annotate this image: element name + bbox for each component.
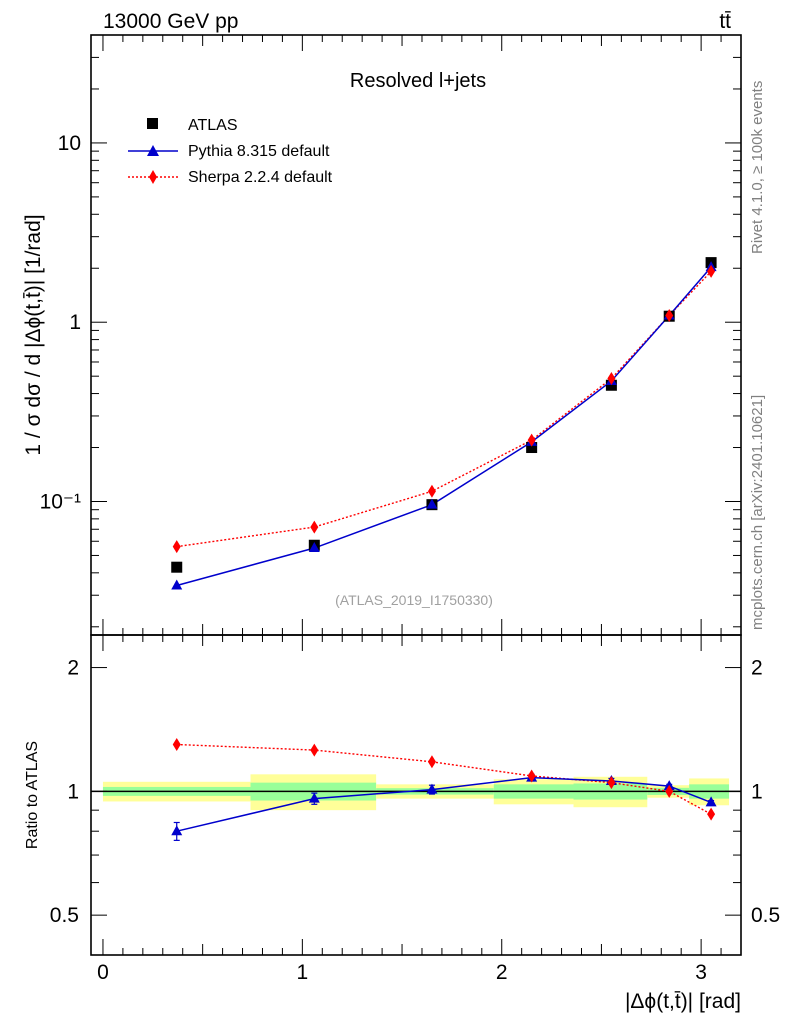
pythia-ratio-point [308, 792, 320, 803]
atlas-data-point [171, 561, 183, 573]
sherpa-point [707, 264, 716, 278]
atlas-data-point [526, 442, 538, 454]
ratio-y-tick-label: 1 [67, 780, 79, 803]
ratio-plot-panel: 0.5 0.5 1 1 2 2 0 1 2 3 Ratio to ATLAS |Δϕ(t,t̄)|… [24, 634, 780, 1013]
main-y-tick-label: 10⁻¹ [40, 490, 81, 513]
atlas-data-point [605, 379, 617, 391]
ratio-uncertainty-bands [91, 774, 741, 811]
legend-label-pythia: Pythia 8.315 default [188, 143, 330, 160]
x-tick-label: 1 [297, 961, 309, 984]
ratio-axis-ticks: 0.5 0.5 1 1 2 2 0 1 2 3 [50, 635, 780, 984]
sherpa-ratio-point [527, 769, 536, 783]
sherpa-point [427, 484, 436, 498]
x-tick-label: 0 [97, 961, 109, 984]
sherpa-line [176, 270, 712, 548]
main-axis-ticks: 10⁻¹ 1 10 [40, 34, 741, 635]
pythia-ratio-point [705, 796, 717, 807]
legend-marker-atlas [147, 118, 158, 129]
pythia-ratio-point [426, 783, 438, 794]
main-plot-panel: 10⁻¹ 1 10 Resolved l+jets (ATLAS_2019_I175… [22, 34, 742, 636]
sherpa-ratio-point [172, 737, 181, 751]
pythia-ratio-point [171, 825, 183, 836]
ratio-plot-series [171, 737, 717, 841]
mcplots-reference-note: mcplots.cern.ch [arXiv:2401.10621] [749, 395, 766, 630]
legend-label-sherpa: Sherpa 2.2.4 default [188, 169, 333, 186]
x-tick-label: 3 [695, 961, 707, 984]
ratio-y-tick-label-right: 0.5 [751, 904, 780, 927]
legend-marker-sherpa [149, 170, 157, 184]
energy-label: 13000 GeV pp [103, 10, 238, 33]
sherpa-point [527, 433, 536, 447]
sherpa-point [607, 372, 616, 386]
ratio-y-tick-label-right: 1 [751, 780, 763, 803]
ratio-y-tick-label-right: 2 [751, 657, 763, 680]
sherpa-ratio-point [607, 776, 616, 790]
sherpa-ratio-point [707, 807, 716, 821]
sherpa-point [310, 520, 319, 534]
process-label: tt̄ [719, 10, 731, 33]
pythia-point [426, 498, 438, 509]
pythia-line [176, 266, 712, 587]
analysis-watermark: (ATLAS_2019_I1750330) [335, 592, 493, 608]
ratio-y-tick-label: 0.5 [50, 904, 79, 927]
x-tick-label: 2 [496, 961, 508, 984]
main-y-tick-label: 1 [69, 311, 81, 334]
sherpa-ratio-point [310, 743, 319, 757]
ratio-plot-frame [90, 634, 742, 956]
ratio-y-axis-label: Ratio to ATLAS [24, 741, 41, 849]
main-y-tick-label: 10 [58, 132, 81, 155]
sherpa-ratio-point [665, 784, 674, 798]
rivet-version-note: Rivet 4.1.0, ≥ 100k events [749, 81, 766, 254]
legend-label-atlas: ATLAS [188, 117, 238, 134]
legend: ATLAS Pythia 8.315 default Sherpa 2.2.4 … [128, 117, 333, 186]
main-plot-series [171, 257, 717, 590]
sherpa-ratio-point [427, 755, 436, 769]
pythia-point [171, 579, 183, 590]
sherpa-point [172, 540, 181, 554]
pythia-point [308, 542, 320, 553]
ratio-y-tick-label: 2 [67, 657, 79, 680]
x-axis-label: |Δϕ(t,t̄)| [rad] [625, 990, 741, 1013]
sherpa-point [665, 309, 674, 323]
main-y-axis-label: 1 / σ dσ / d |Δϕ(t,t̄)| [1/rad] [22, 214, 45, 455]
plot-title: Resolved l+jets [350, 70, 486, 92]
legend-marker-pythia [147, 145, 159, 156]
